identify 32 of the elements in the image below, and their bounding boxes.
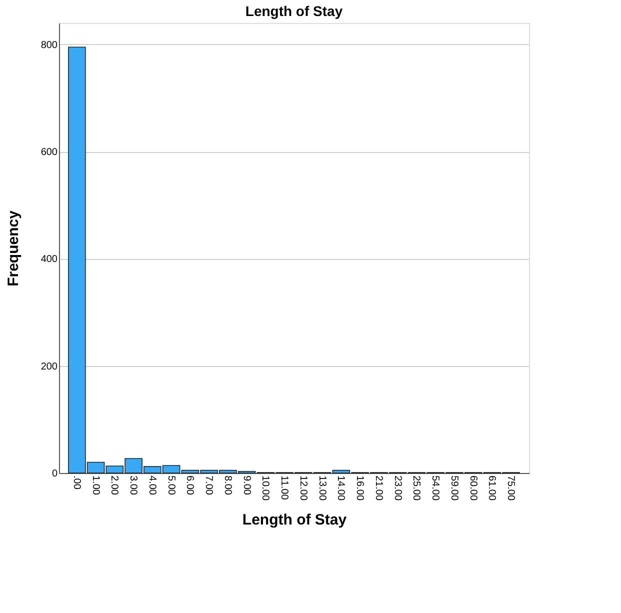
x-tick-label: 1.00 [90,476,101,496]
x-tick-label: 12.00 [297,476,308,501]
y-tick-label: 800 [40,40,58,51]
x-tick-label: 14.00 [335,476,346,501]
x-tick-label: 21.00 [372,476,384,501]
x-tick-label: 59.00 [448,476,460,501]
x-tick-label: 10.00 [260,476,271,501]
x-tick-label: 60.00 [467,476,478,501]
x-tick-label: 13.00 [316,476,328,501]
y-tick-label: 600 [40,147,58,158]
x-tick-label: 11.00 [278,476,290,500]
x-tick-label: 8.00 [222,476,233,496]
x-tick-label: 54.00 [430,476,441,501]
x-tick-label: 7.00 [203,476,214,496]
y-tick-label: 200 [40,361,58,372]
x-tick-label: .00 [70,476,82,490]
x-tick-label: 9.00 [240,476,252,496]
x-tick-label: 25.00 [410,476,422,501]
x-tick-label: 2.00 [108,476,120,496]
y-axis-title: Frequency [4,210,22,286]
x-tick-label: 5.00 [165,476,176,496]
x-tick-label: 3.00 [128,476,139,496]
y-tick-label: 400 [40,254,58,266]
x-tick-label: 4.00 [146,476,158,496]
x-tick-label: 75.00 [505,476,516,501]
chart-title: Length of Stay [245,3,343,19]
x-tick-label: 6.00 [184,476,196,496]
y-tick-label: 0 [52,468,58,480]
x-tick-label: 16.00 [354,476,366,501]
x-tick-label: 23.00 [392,476,403,501]
x-axis-title: Length of Stay [242,512,348,529]
x-tick-label: 61.00 [486,476,498,501]
